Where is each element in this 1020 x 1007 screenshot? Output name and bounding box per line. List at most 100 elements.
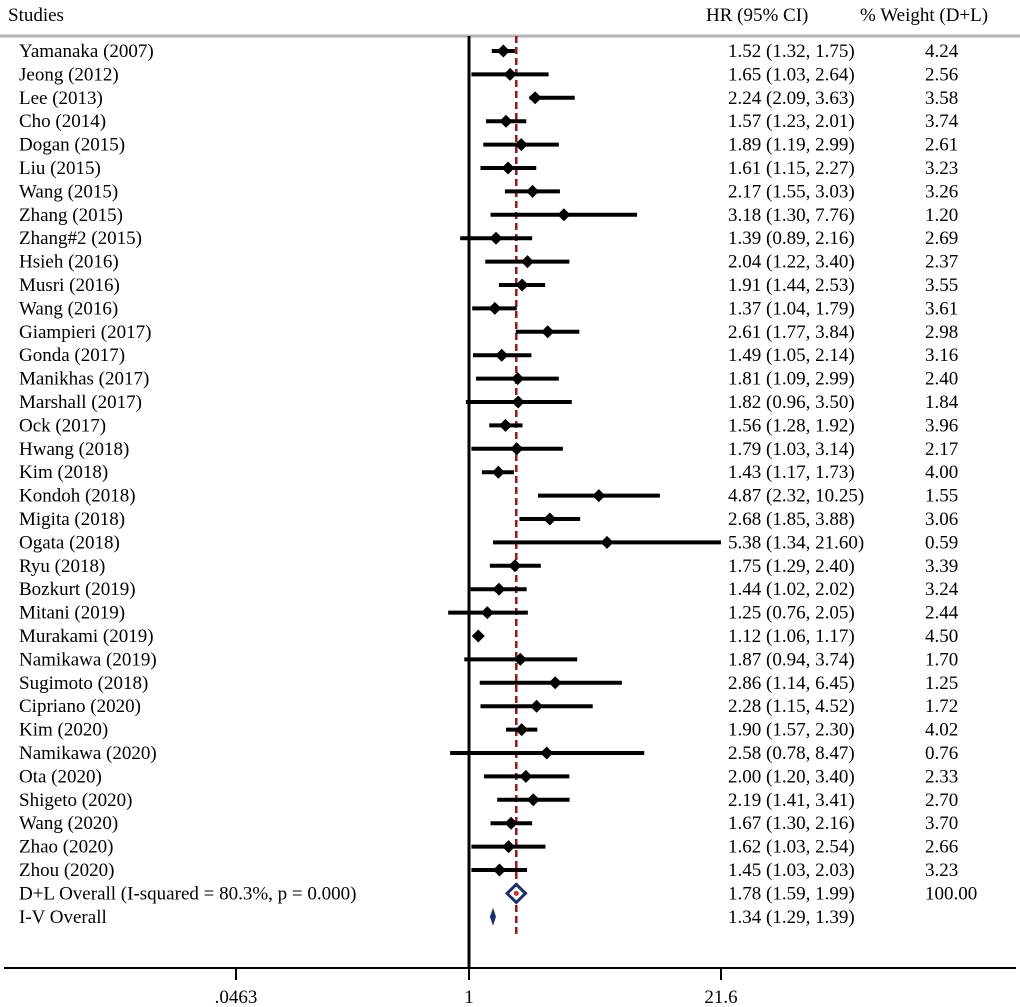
study-ci-text: 1.37 (1.04, 1.79) (728, 298, 855, 319)
study-row: Yamanaka (2007) 1.52 (1.32, 1.75) 4.24 (19, 41, 959, 62)
study-name: Ota (2020) (19, 766, 102, 787)
study-name: Jeong (2012) (19, 64, 119, 85)
study-name: Mitani (2019) (19, 603, 125, 624)
header-weight: % Weight (D+L) (860, 5, 988, 26)
study-row: Mitani (2019) 1.25 (0.76, 2.05) 2.44 (19, 603, 959, 624)
study-name: Bozkurt (2019) (19, 579, 136, 600)
study-ci-text: 1.56 (1.28, 1.92) (728, 415, 855, 436)
overall-ci-text: 1.34 (1.29, 1.39) (728, 907, 855, 928)
point-estimate (528, 91, 542, 105)
study-ci-text: 2.58 (0.78, 8.47) (728, 743, 855, 764)
study-name: Murakami (2019) (19, 626, 154, 647)
study-ci-text: 1.89 (1.19, 2.99) (728, 135, 855, 156)
overall-name: I-V Overall (19, 907, 107, 928)
study-ci-text: 1.44 (1.02, 2.02) (728, 579, 855, 600)
study-ci-text: 1.90 (1.57, 2.30) (728, 720, 855, 741)
study-weight: 1.25 (925, 673, 958, 694)
study-name: Shigeto (2020) (19, 790, 132, 811)
x-tick-label: .0463 (215, 987, 258, 1007)
header-studies: Studies (8, 5, 64, 26)
study-weight: 4.00 (925, 462, 958, 483)
study-ci-text: 5.38 (1.34, 21.60) (728, 532, 864, 553)
study-name: Migita (2018) (19, 509, 125, 530)
study-row: Musri (2016) 1.91 (1.44, 2.53) 3.55 (19, 275, 958, 296)
overall-row: D+L Overall (I-squared = 80.3%, p = 0.00… (19, 883, 977, 904)
study-weight: 3.70 (925, 813, 958, 834)
study-ci-text: 4.87 (2.32, 10.25) (728, 486, 864, 507)
point-estimate (520, 255, 534, 269)
study-name: Ryu (2018) (19, 556, 105, 577)
point-estimate (543, 512, 557, 526)
point-estimate (526, 793, 540, 807)
point-estimate (548, 676, 562, 690)
study-ci-text: 2.68 (1.85, 3.88) (728, 509, 855, 530)
study-weight: 4.02 (925, 720, 958, 741)
point-estimate (510, 442, 524, 456)
study-ci-text: 1.12 (1.06, 1.17) (728, 626, 855, 647)
study-row: Zhang (2015) 3.18 (1.30, 7.76) 1.20 (19, 205, 958, 226)
study-row: Ock (2017) 1.56 (1.28, 1.92) 3.96 (19, 415, 958, 436)
point-estimate (515, 723, 529, 737)
point-estimate (471, 629, 485, 643)
study-ci-text: 2.28 (1.15, 4.52) (728, 696, 855, 717)
study-ci-text: 2.04 (1.22, 3.40) (728, 252, 855, 273)
point-estimate (526, 184, 540, 198)
study-weight: 2.37 (925, 252, 958, 273)
study-row: Giampieri (2017) 2.61 (1.77, 3.84) 2.98 (19, 322, 958, 343)
study-weight: 2.98 (925, 322, 958, 343)
study-weight: 3.06 (925, 509, 958, 530)
study-ci-text: 1.61 (1.15, 2.27) (728, 158, 855, 179)
study-weight: 2.40 (925, 369, 958, 390)
study-row: Migita (2018) 2.68 (1.85, 3.88) 3.06 (19, 509, 958, 530)
study-row: Ota (2020) 2.00 (1.20, 3.40) 2.33 (19, 766, 958, 787)
study-weight: 1.20 (925, 205, 958, 226)
overall-row: I-V Overall 1.34 (1.29, 1.39) (19, 907, 855, 928)
study-row: Namikawa (2020) 2.58 (0.78, 8.47) 0.76 (19, 743, 958, 764)
study-name: Ock (2017) (19, 415, 106, 436)
x-axis: .0463 1 21.6 (4, 967, 1016, 1007)
study-name: Namikawa (2019) (19, 649, 157, 670)
point-estimate (504, 816, 518, 830)
study-weight: 3.26 (925, 181, 958, 202)
study-weight: 3.61 (925, 298, 958, 319)
study-weight: 4.50 (925, 626, 958, 647)
study-weight: 3.16 (925, 345, 958, 366)
study-name: Lee (2013) (19, 88, 103, 109)
study-row: Ogata (2018) 5.38 (1.34, 21.60) 0.59 (19, 532, 958, 553)
study-name: Zhang (2015) (19, 205, 123, 226)
point-estimate (480, 606, 494, 620)
study-ci-text: 1.65 (1.03, 2.64) (728, 64, 855, 85)
pooled-diamond (489, 907, 497, 926)
study-ci-text: 1.91 (1.44, 2.53) (728, 275, 855, 296)
point-estimate (492, 582, 506, 596)
study-row: Lee (2013) 2.24 (2.09, 3.63) 3.58 (19, 88, 958, 109)
study-weight: 3.23 (925, 158, 958, 179)
study-weight: 2.69 (925, 228, 958, 249)
point-estimate (592, 489, 606, 503)
study-row: Zhou (2020) 1.45 (1.03, 2.03) 3.23 (19, 860, 958, 881)
point-estimate (514, 138, 528, 152)
study-ci-text: 2.24 (2.09, 3.63) (728, 88, 855, 109)
point-estimate (498, 418, 512, 432)
study-row: Hsieh (2016) 2.04 (1.22, 3.40) 2.37 (19, 252, 958, 273)
study-row: Wang (2015) 2.17 (1.55, 3.03) 3.26 (19, 181, 958, 202)
study-weight: 1.84 (925, 392, 959, 413)
study-name: Wang (2015) (19, 181, 118, 202)
study-row: Cho (2014) 1.57 (1.23, 2.01) 3.74 (19, 111, 959, 132)
point-estimate (515, 278, 529, 292)
study-ci-text: 1.39 (0.89, 2.16) (728, 228, 855, 249)
study-row: Zhao (2020) 1.62 (1.03, 2.54) 2.66 (19, 837, 958, 858)
point-estimate (495, 348, 509, 362)
study-row: Sugimoto (2018) 2.86 (1.14, 6.45) 1.25 (19, 673, 958, 694)
study-ci-text: 2.17 (1.55, 3.03) (728, 181, 855, 202)
table-header: Studies HR (95% CI) % Weight (D+L) (8, 5, 988, 26)
study-weight: 2.33 (925, 766, 958, 787)
study-name: Kim (2018) (19, 462, 108, 483)
study-row: Murakami (2019) 1.12 (1.06, 1.17) 4.50 (19, 626, 958, 647)
study-weight: 3.55 (925, 275, 958, 296)
study-ci-text: 1.45 (1.03, 2.03) (728, 860, 855, 881)
study-name: Namikawa (2020) (19, 743, 157, 764)
study-ci-text: 1.82 (0.96, 3.50) (728, 392, 855, 413)
point-estimate (513, 652, 527, 666)
